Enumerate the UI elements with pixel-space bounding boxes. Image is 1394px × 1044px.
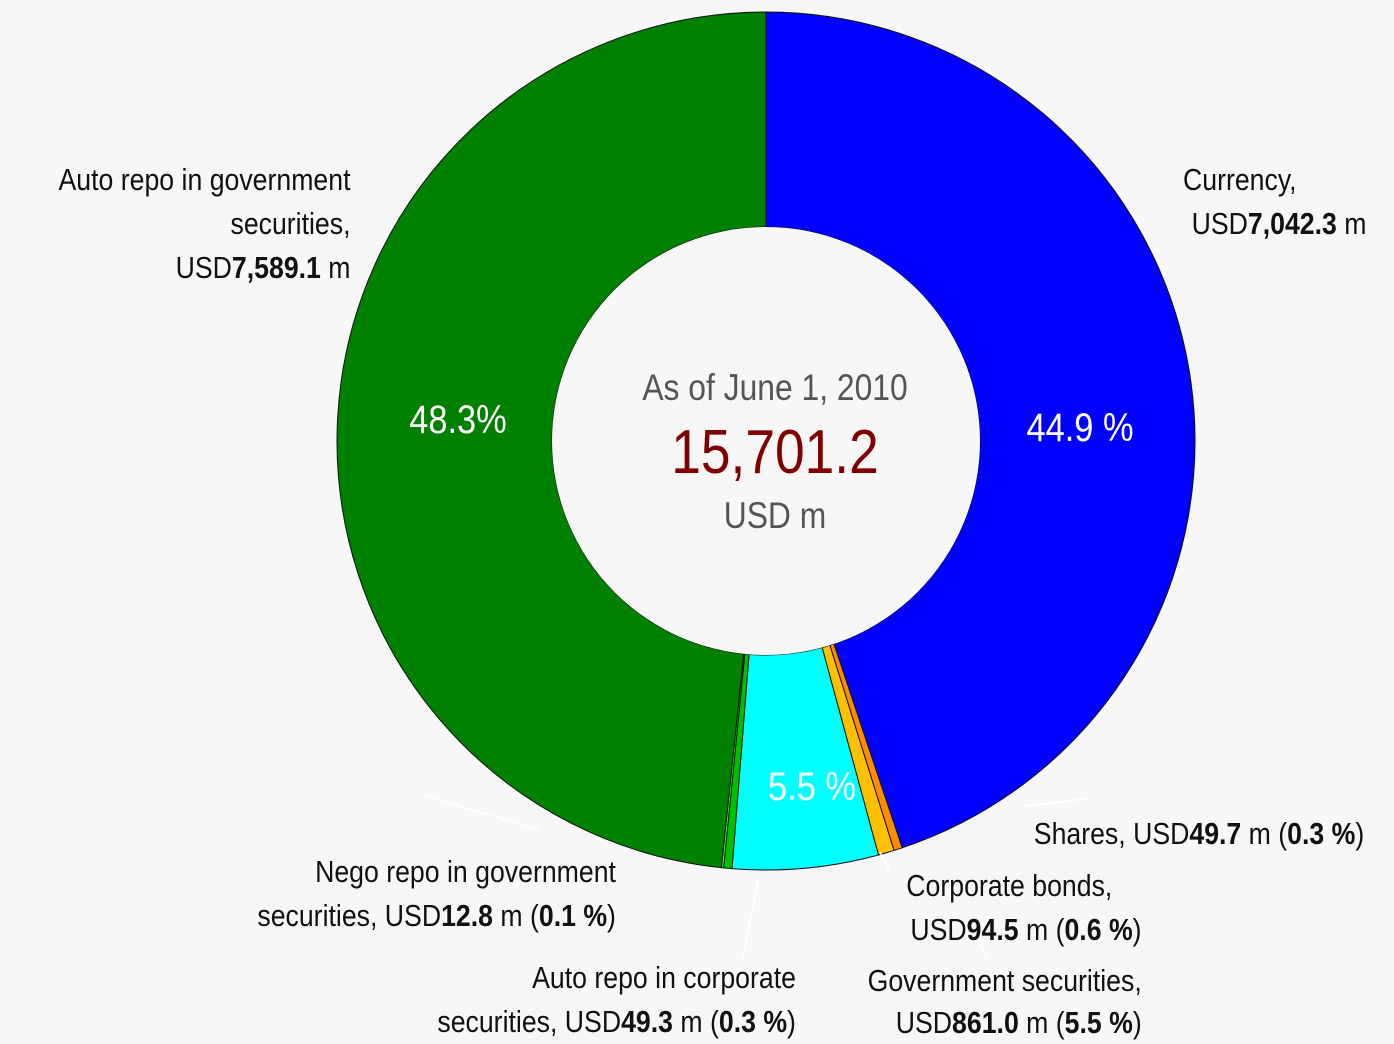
pct-label-auto-repo-government: 48.3% [409,398,507,442]
label-currency: Currency, USD7,042.3 m [1183,158,1366,246]
pct-label-currency: 44.9 % [1026,406,1134,450]
label-corporate-bonds-prefix: USD [910,912,968,947]
label-corporate-bonds-suffix: m ( [1019,912,1065,947]
label-corporate-bonds-close: ) [1133,912,1142,947]
label-nego-repo-government-suffix: m ( [493,898,539,933]
label-auto-repo-government-suffix: m [320,250,350,285]
label-nego-repo-government-prefix: securities, USD [257,898,442,933]
label-nego-repo-government-name: Nego repo in government [315,854,616,889]
label-auto-repo-corporate-value: 49.3 [621,1004,674,1039]
label-corporate-bonds-value: 94.5 [967,912,1020,947]
label-shares-prefix: Shares, USD [1033,816,1190,851]
label-corporate-bonds-name: Corporate bonds, [906,868,1113,903]
label-auto-repo-government: Auto repo in government securities, USD7… [58,158,350,290]
label-auto-repo-government-value: 7,589.1 [231,250,321,285]
label-government-securities-close: ) [1133,1005,1142,1040]
label-auto-repo-government-name: Auto repo in government [58,162,350,197]
label-government-securities: Government securities, USD861.0 m (5.5 %… [868,960,1142,1044]
center-total: 15,701.2 [671,418,879,487]
donut-hole [552,227,980,655]
label-auto-repo-government-prefix: USD [175,250,232,285]
label-auto-repo-corporate-name: Auto repo in corporate [532,960,796,995]
label-currency-prefix: USD [1191,206,1248,241]
label-auto-repo-corporate-pct: 0.3 % [718,1004,788,1039]
label-auto-repo-corporate-suffix: m ( [673,1004,719,1039]
donut-slices [336,11,1196,871]
label-government-securities-suffix: m ( [1019,1005,1065,1040]
label-auto-repo-corporate: Auto repo in corporate securities, USD49… [437,956,796,1044]
label-shares-suffix: m ( [1241,816,1287,851]
center-unit: USD m [723,495,827,536]
label-auto-repo-government-name2: securities, [229,206,350,241]
leader-nego-repo-government [425,795,541,831]
label-government-securities-name: Government securities, [867,963,1142,998]
label-government-securities-value: 861.0 [952,1005,1020,1040]
center-date: As of June 1, 2010 [642,367,908,408]
label-shares-pct: 0.3 % [1286,816,1356,851]
label-corporate-bonds-pct: 0.6 % [1064,912,1134,947]
label-nego-repo-government-close: ) [607,898,616,933]
leader-government-securities [979,943,989,963]
label-currency-suffix: m [1336,206,1367,241]
pct-label-government-securities: 5.5 % [768,765,856,809]
leader-shares [1025,797,1093,807]
label-nego-repo-government-value: 12.8 [441,898,494,933]
label-auto-repo-corporate-prefix: securities, USD [437,1004,622,1039]
label-government-securities-prefix: USD [896,1005,953,1040]
label-shares-close: ) [1355,816,1364,851]
label-currency-name: Currency, [1183,162,1297,197]
leader-lines [425,795,1093,963]
leader-corporate-bonds [879,851,891,873]
label-shares-value: 49.7 [1189,816,1242,851]
label-government-securities-pct: 5.5 % [1064,1005,1134,1040]
label-auto-repo-corporate-close: ) [787,1004,796,1039]
label-nego-repo-government: Nego repo in government securities, USD1… [257,850,616,938]
label-nego-repo-government-pct: 0.1 % [538,898,608,933]
label-currency-value: 7,042.3 [1247,206,1337,241]
label-corporate-bonds: Corporate bonds, USD94.5 m (0.6 %) [907,864,1142,952]
label-shares: Shares, USD49.7 m (0.3 %) [1034,812,1364,856]
leader-auto-repo-corporate [741,879,759,963]
